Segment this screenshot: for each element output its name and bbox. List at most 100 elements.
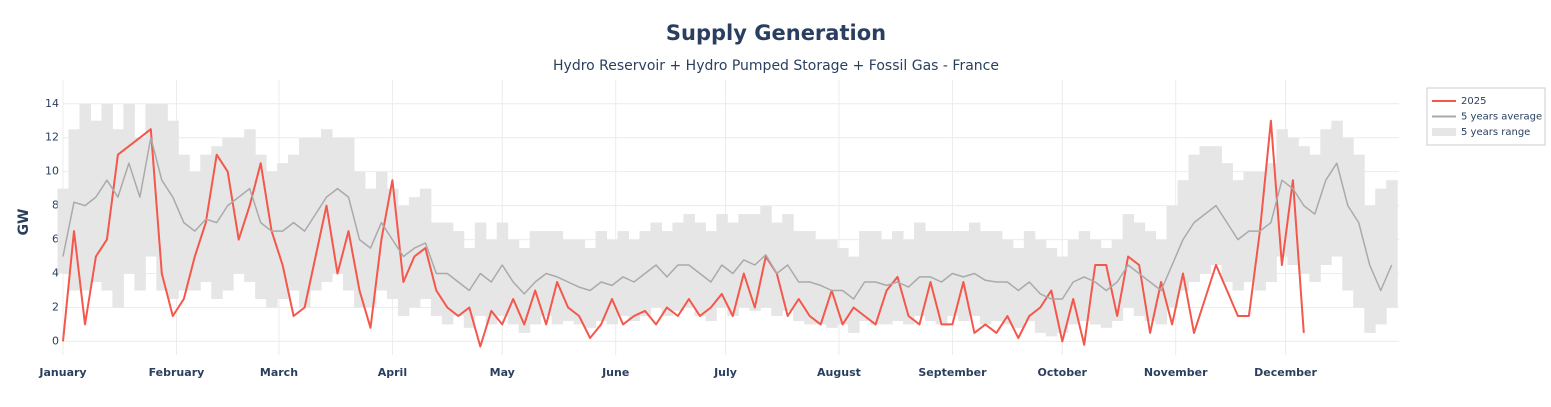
range-segment	[881, 239, 893, 325]
legend-label: 5 years average	[1461, 112, 1542, 123]
range-segment	[518, 248, 531, 333]
x-tick-label: October	[1038, 366, 1088, 379]
range-segment	[903, 239, 915, 325]
range-segment	[386, 188, 399, 299]
y-tick-label: 4	[52, 267, 59, 280]
range-segment	[617, 231, 630, 316]
x-tick-label: September	[918, 366, 987, 379]
range-segment	[1034, 239, 1047, 333]
range-segment	[1078, 231, 1091, 322]
y-tick-label: 14	[45, 97, 59, 110]
x-tick-label: August	[817, 366, 861, 379]
x-tick-label: December	[1254, 366, 1317, 379]
range-segment	[1375, 188, 1387, 325]
range-segment	[1144, 231, 1157, 322]
x-tick-label: April	[378, 366, 407, 379]
chart-title: Supply Generation	[666, 21, 886, 45]
x-tick-label: June	[601, 366, 629, 379]
range-segment	[529, 231, 542, 325]
range-segment	[1243, 171, 1255, 283]
chart-subtitle: Hydro Reservoir + Hydro Pumped Storage +…	[553, 58, 999, 74]
range-segment	[1100, 248, 1113, 328]
series-line	[62, 119, 1305, 348]
range-segment	[1023, 231, 1036, 322]
range-segment	[1177, 180, 1190, 291]
legend: 2025 5 years average 5 years range	[1432, 96, 1542, 138]
range-segment	[837, 248, 849, 325]
range-segment	[1287, 137, 1299, 266]
range-segment	[255, 154, 267, 299]
range-segment	[694, 222, 706, 316]
range-segment	[826, 239, 838, 328]
range-segment	[266, 171, 278, 308]
range-segment	[683, 214, 695, 308]
range-segment	[584, 248, 597, 328]
range-segment	[628, 239, 640, 322]
range-segment	[1056, 256, 1069, 333]
range-segment	[1331, 120, 1343, 257]
range-segment	[804, 231, 816, 325]
legend-swatch	[1432, 128, 1456, 136]
range-segment	[452, 231, 465, 316]
range-segment	[474, 222, 487, 316]
x-tick-label: July	[713, 366, 737, 379]
range-segment	[562, 239, 575, 322]
range-segment	[848, 256, 860, 333]
range-segment	[101, 103, 113, 291]
range-segment	[727, 222, 739, 316]
range-segment	[1276, 129, 1288, 257]
range-segment	[914, 222, 926, 316]
range-segment	[156, 103, 168, 291]
range-segment	[1012, 248, 1025, 328]
x-tick-label: January	[38, 366, 86, 379]
range-segment	[1298, 146, 1310, 274]
y-tick-label: 2	[52, 300, 59, 313]
range-segment	[716, 214, 728, 308]
range-segment	[134, 137, 146, 291]
range-segment	[1320, 129, 1332, 266]
y-tick-label: 10	[45, 165, 59, 178]
range-segment	[1364, 205, 1376, 333]
range-segment	[990, 231, 1003, 322]
x-tick-label: February	[149, 366, 205, 379]
y-axis-label: GW	[16, 209, 32, 236]
legend-label: 5 years range	[1461, 127, 1530, 138]
range-segment	[815, 239, 827, 325]
range-segment	[859, 231, 871, 322]
range-segment	[145, 103, 157, 257]
range-segment	[299, 137, 311, 308]
series-line	[62, 136, 1393, 300]
y-tick-label: 6	[52, 233, 59, 246]
range-segment	[793, 231, 805, 322]
range-segment	[343, 137, 355, 291]
range-segment	[1166, 205, 1179, 308]
y-tick-label: 0	[52, 334, 59, 347]
range-segment	[430, 222, 443, 316]
range-segment	[661, 231, 673, 316]
range-segment	[112, 129, 124, 308]
range-segment	[68, 129, 80, 291]
x-tick-label: May	[490, 366, 515, 379]
y-tick-label: 8	[52, 199, 59, 212]
range-segment	[771, 222, 783, 316]
y-tick-label: 12	[45, 131, 59, 144]
range-segment	[979, 231, 992, 325]
legend-label: 2025	[1461, 96, 1486, 107]
range-segment	[968, 222, 981, 316]
range-segment	[375, 171, 388, 291]
range-segment	[870, 231, 882, 325]
range-segment	[1188, 154, 1201, 283]
range-segment	[1199, 146, 1211, 274]
range-segment	[408, 197, 421, 308]
range-segment	[397, 205, 410, 316]
range-segment	[463, 248, 476, 328]
range-segment	[782, 214, 794, 311]
range-segment	[749, 214, 761, 311]
range-segment	[90, 120, 102, 283]
range-segment	[1386, 180, 1398, 308]
range-segment	[57, 188, 69, 274]
range-segment	[167, 120, 179, 299]
range-segment	[123, 103, 135, 274]
range-segment	[935, 231, 948, 325]
